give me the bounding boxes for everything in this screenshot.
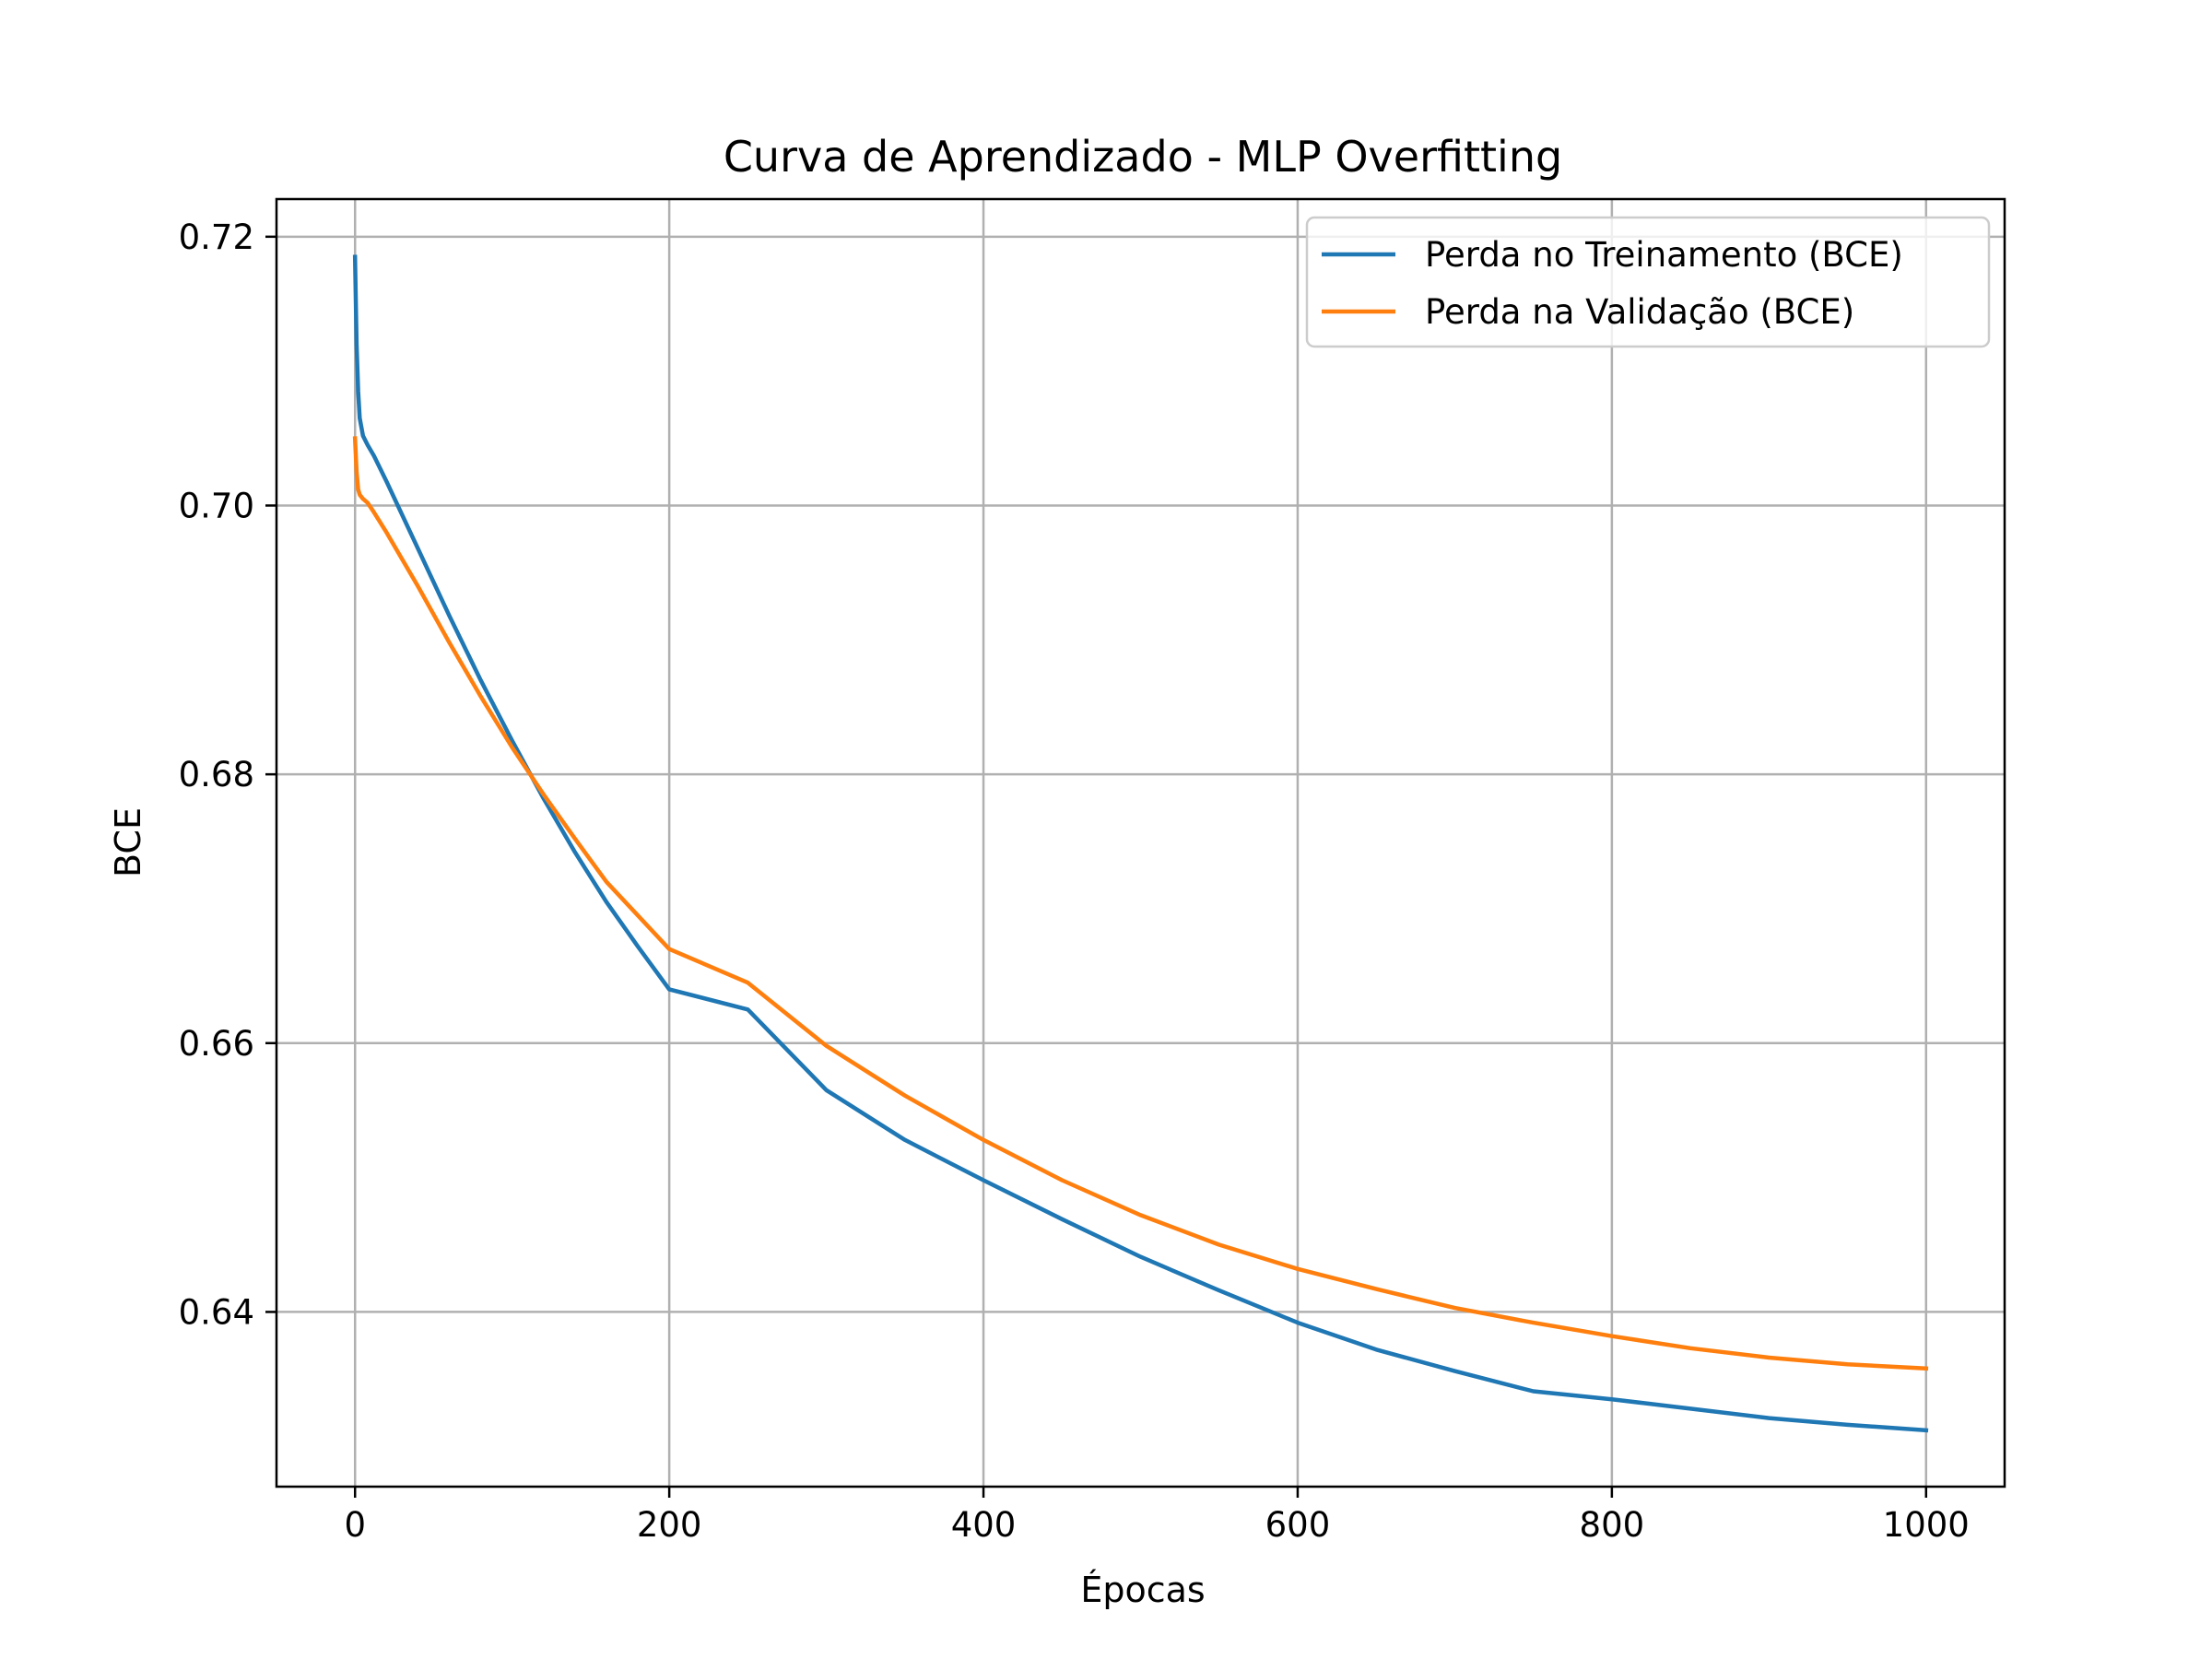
series-line-1	[352, 254, 1929, 1433]
series-lines	[352, 254, 1929, 1433]
y-tick-label: 0.68	[179, 755, 254, 794]
legend: Perda no Treinamento (BCE) Perda na Valid…	[1305, 216, 1991, 348]
chart-title: Curva de Aprendizado - MLP Overfitting	[724, 132, 1562, 182]
x-tick-label: 400	[951, 1505, 1017, 1545]
y-axis-label: BCE	[108, 807, 148, 877]
y-tick-label: 0.64	[179, 1292, 254, 1332]
x-tick-label: 200	[637, 1505, 702, 1545]
plot-frame	[275, 197, 2006, 1488]
x-tick-label: 800	[1580, 1505, 1645, 1545]
x-tick-label: 1000	[1883, 1505, 1970, 1545]
y-tick-label: 0.72	[179, 218, 254, 257]
legend-box	[1305, 216, 1991, 348]
legend-label: Perda na Validação (BCE)	[1425, 292, 1854, 332]
x-axis-label: Épocas	[1080, 1570, 1205, 1610]
x-tick-label: 600	[1265, 1505, 1331, 1545]
y-tick-label: 0.70	[179, 486, 254, 525]
series-line-2	[352, 436, 1929, 1371]
y-tick-label: 0.66	[179, 1024, 254, 1064]
legend-label: Perda no Treinamento (BCE)	[1425, 235, 1903, 275]
x-tick-label: 0	[344, 1505, 366, 1545]
x-axis: 0 200 400 600 800 1000	[344, 1487, 1970, 1545]
y-axis: 0.64 0.66 0.68 0.70 0.72	[179, 218, 276, 1332]
